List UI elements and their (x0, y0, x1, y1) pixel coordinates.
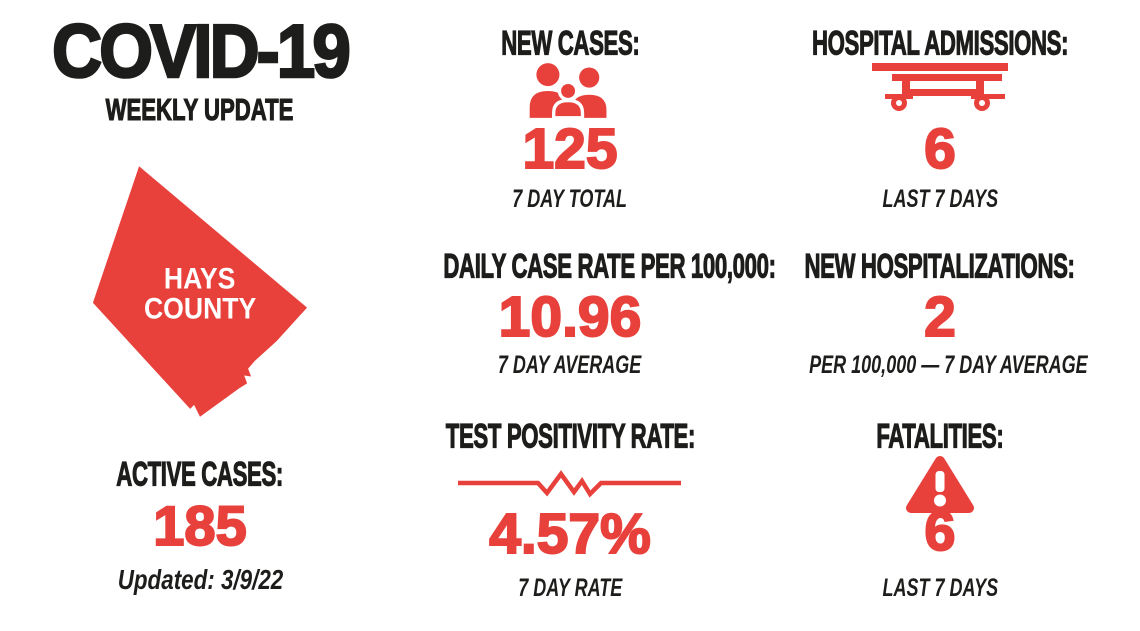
new-hospitalizations-caption: PER 100,000 — 7 DAY AVERAGE (809, 351, 1088, 379)
updated-date: Updated: 3/9/22 (117, 564, 283, 595)
county-name-label: HAYS COUNTY (10, 262, 390, 325)
new-hospitalizations-label: NEW HOSPITALIZATIONS: (804, 247, 1076, 286)
new-cases-value: 125 (521, 117, 618, 181)
test-positivity-icon-row (385, 466, 755, 500)
hays-county-map-icon (92, 166, 308, 417)
stretcher-icon (872, 63, 1008, 111)
active-cases-value: 185 (152, 494, 247, 557)
new-cases-label: NEW CASES: (500, 24, 640, 63)
hospital-admissions-icon-row (755, 62, 1125, 112)
fatalities-value: 6 (923, 499, 956, 562)
county-name-line2: COUNTY (143, 292, 257, 325)
hospital-admissions-value: 6 (923, 117, 957, 181)
warning-triangle-icon (906, 456, 974, 513)
fatalities-caption: LAST 7 DAYS (882, 574, 998, 602)
fatalities-label: FATALITIES: (876, 417, 1004, 456)
pulse-line-icon (458, 470, 681, 498)
test-positivity-label: TEST POSITIVITY RATE: (445, 417, 695, 456)
new-hospitalizations-value: 2 (923, 285, 957, 349)
active-cases-label: ACTIVE CASES: (116, 455, 284, 494)
hospital-admissions-caption: LAST 7 DAYS (882, 185, 998, 213)
page-title: COVID-19 (10, 10, 390, 94)
family-icon (529, 63, 607, 118)
page-subtitle: WEEKLY UPDATE (10, 93, 390, 127)
new-cases-icon-row (385, 62, 755, 118)
fatalities-icon-row (755, 452, 1125, 514)
hospital-admissions-label: HOSPITAL ADMISSIONS: (811, 24, 1069, 63)
test-positivity-value: 4.57% (488, 502, 652, 566)
page-subtitle-text: WEEKLY UPDATE (106, 93, 295, 127)
test-positivity-caption: 7 DAY RATE (517, 574, 623, 602)
page-title-text: COVID-19 (51, 10, 352, 94)
new-cases-caption: 7 DAY TOTAL (512, 185, 628, 213)
daily-case-rate-label: DAILY CASE RATE PER 100,000: (443, 247, 776, 286)
daily-case-rate-value: 10.96 (498, 285, 643, 349)
county-name-line1: HAYS (164, 262, 236, 295)
daily-case-rate-caption: 7 DAY AVERAGE (498, 351, 642, 379)
